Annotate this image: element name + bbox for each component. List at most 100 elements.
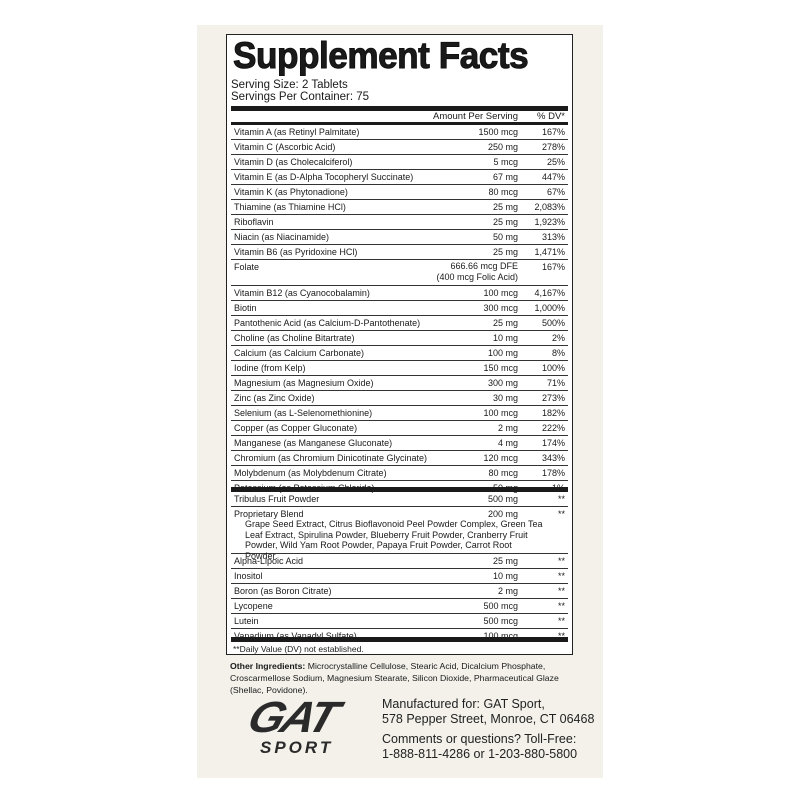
table-row: Vitamin A (as Retinyl Palmitate) 1500 mcg…	[231, 125, 568, 140]
footnote: **Daily Value (DV) not established.	[233, 644, 364, 654]
divider-medium	[231, 122, 568, 125]
nutrient-amount: 100 mcg	[483, 286, 518, 300]
table-row: Folate 666.66 mcg DFE (400 mcg Folic Acid)…	[231, 260, 568, 286]
nutrient-name: Niacin (as Niacinamide)	[234, 232, 330, 242]
contact-line: Comments or questions? Toll-Free:	[382, 732, 577, 746]
amount-value: 25 mg	[492, 556, 518, 566]
nutrient-dv: 273%	[541, 392, 565, 403]
nutrient-amount: 2 mg	[498, 584, 518, 598]
table-row: Magnesium (as Magnesium Oxide) 300 mg 71%	[231, 376, 568, 391]
nutrient-name: Vitamin D (as Cholecalciferol)	[234, 157, 353, 167]
amount-value: 25 mg	[492, 247, 518, 257]
nutrient-amount: 300 mg	[488, 376, 518, 390]
table-row: Vitamin E (as D-Alpha Tocopheryl Succina…	[231, 170, 568, 185]
amount-value: 10 mg	[492, 332, 518, 343]
nutrient-dv: 1,471%	[534, 247, 565, 257]
phone-line: 1-888-811-4286 or 1-203-880-5800	[382, 747, 578, 761]
table-row: Iodine (from Kelp) 150 mcg 100%	[231, 361, 568, 376]
amount-value: 1500 mcg	[478, 127, 518, 137]
address-line: 578 Pepper Street, Monroe, CT 06468	[382, 712, 595, 726]
nutrient-dv: 313%	[541, 232, 565, 242]
amount-header: Amount Per Serving	[432, 111, 518, 122]
table-row: Zinc (as Zinc Oxide) 30 mg 273%	[231, 391, 568, 406]
nutrient-name: Vitamin A (as Retinyl Palmitate)	[234, 127, 360, 137]
nutrient-name: Pantothenic Acid (as Calcium-D-Pantothen…	[234, 317, 421, 328]
blend-ingredients: Grape Seed Extract, Citrus Bioflavonoid …	[245, 519, 543, 561]
amount-value: 25 mg	[492, 217, 518, 227]
other-list: Tribulus Fruit Powder 500 mg ** Proprietary…	[231, 492, 568, 643]
nutrient-dv: 2%	[551, 332, 565, 343]
nutrient-amount: 100 mg	[488, 346, 518, 360]
nutrient-amount: 25 mg	[493, 554, 518, 568]
table-row: Lycopene 500 mcg **	[231, 599, 568, 614]
table-row: Selenium (as L-Selenomethionine) 100 mcg 1…	[231, 406, 568, 421]
nutrient-amount: 10 mg	[493, 569, 518, 583]
amount-value: 666.66 mcg DFE	[450, 261, 518, 271]
nutrient-amount: 500 mcg	[483, 599, 518, 613]
amount-value: 4 mg	[497, 437, 518, 448]
amount-value: 500 mcg	[483, 616, 518, 626]
divider-thick	[231, 106, 568, 111]
nutrient-name: Magnesium (as Magnesium Oxide)	[234, 377, 374, 388]
table-row: Thiamine (as Thiamine HCl) 25 mg 2,083%	[231, 200, 568, 215]
servings-per-container: Servings Per Container: 75	[231, 91, 370, 103]
table-row: Lutein 500 mcg **	[231, 614, 568, 629]
table-row: Riboflavin 25 mg 1,923%	[231, 215, 568, 230]
nutrient-amount: 666.66 mcg DFE (400 mcg Folic Acid)	[436, 261, 518, 283]
logo-sub: SPORT	[260, 738, 334, 757]
table-row: Vitamin C (Ascorbic Acid) 250 mg 278%	[231, 140, 568, 155]
dv-header: % DV*	[537, 111, 565, 122]
manufacturer-line: Manufactured for: GAT Sport,	[382, 697, 545, 711]
nutrient-dv: **	[557, 494, 565, 504]
nutrient-dv: 167%	[541, 262, 565, 272]
nutrient-amount: 250 mg	[488, 140, 518, 154]
divider-thick	[231, 637, 568, 642]
nutrient-name: Proprietary Blend	[234, 509, 304, 519]
table-row: Proprietary Blend 200 mg ** Grape Seed Extr…	[231, 507, 568, 561]
nutrient-amount: 150 mcg	[483, 361, 518, 375]
nutrient-name: Copper (as Copper Gluconate)	[234, 422, 358, 433]
amount-note: (400 mcg Folic Acid)	[436, 272, 518, 282]
amount-value: 300 mg	[487, 377, 518, 388]
nutrient-name: Choline (as Choline Bitartrate)	[234, 332, 355, 343]
nutrient-name: Vitamin B6 (as Pyridoxine HCl)	[234, 247, 358, 257]
nutrient-dv: **	[557, 631, 565, 641]
amount-value: 2 mg	[497, 586, 518, 596]
table-row: Biotin 300 mcg 1,000%	[231, 301, 568, 316]
amount-value: 25 mg	[492, 202, 518, 212]
nutrient-dv: 1,923%	[534, 217, 565, 227]
other-ingredients-label: Other Ingredients:	[230, 661, 306, 671]
nutrient-dv: 71%	[546, 377, 565, 388]
amount-value: 150 mcg	[483, 362, 518, 373]
nutrient-dv: 8%	[551, 347, 565, 358]
nutrient-dv: **	[557, 586, 565, 596]
table-row: Vitamin B6 (as Pyridoxine HCl) 25 mg 1,471…	[231, 245, 568, 260]
nutrient-amount: 80 mcg	[488, 466, 518, 480]
nutrient-name: Thiamine (as Thiamine HCl)	[234, 202, 346, 212]
nutrient-name: Lycopene	[234, 601, 273, 611]
nutrient-dv: 67%	[546, 187, 565, 197]
table-row: Calcium (as Calcium Carbonate) 100 mg 8%	[231, 346, 568, 361]
amount-value: 500 mcg	[483, 601, 518, 611]
nutrient-name: Lutein	[234, 616, 259, 626]
table-row: Vanadium (as Vanadyl Sulfate) 100 mcg **	[231, 629, 568, 643]
amount-value: 100 mcg	[483, 287, 518, 298]
nutrient-amount: 67 mg	[493, 170, 518, 184]
amount-value: 100 mcg	[483, 631, 518, 641]
nutrient-dv: 500%	[541, 317, 565, 328]
nutrient-amount: 2 mg	[498, 421, 518, 435]
nutrient-name: Boron (as Boron Citrate)	[234, 586, 332, 596]
nutrient-amount: 50 mg	[493, 230, 518, 244]
amount-value: 80 mcg	[488, 187, 518, 197]
nutrient-amount: 300 mcg	[483, 301, 518, 315]
nutrient-amount: 120 mcg	[483, 451, 518, 465]
amount-value: 30 mg	[492, 392, 518, 403]
nutrient-dv: 25%	[546, 157, 565, 167]
nutrient-dv: 100%	[541, 362, 565, 373]
table-row: Copper (as Copper Gluconate) 2 mg 222%	[231, 421, 568, 436]
nutrient-name: Iodine (from Kelp)	[234, 362, 306, 373]
nutrient-name: Zinc (as Zinc Oxide)	[234, 392, 315, 403]
table-row: Boron (as Boron Citrate) 2 mg **	[231, 584, 568, 599]
amount-value: 300 mcg	[483, 302, 518, 313]
nutrient-name: Vitamin E (as D-Alpha Tocopheryl Succina…	[234, 172, 414, 182]
